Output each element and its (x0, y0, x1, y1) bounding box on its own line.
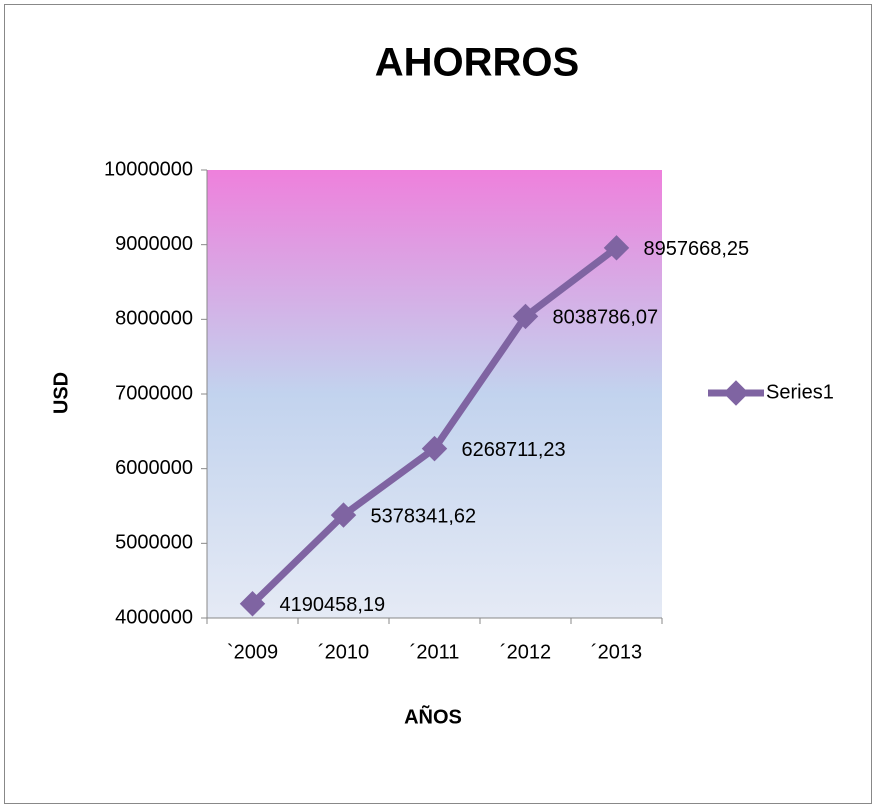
x-axis-title: AÑOS (404, 705, 462, 728)
data-point (239, 591, 266, 617)
x-tick-label: ´2011 (410, 641, 460, 663)
y-tick-label: 4000000 (115, 606, 193, 628)
data-point (512, 303, 539, 330)
data-label: 8038786,07 (553, 307, 659, 329)
data-point (421, 435, 448, 462)
y-tick-label: 5000000 (115, 532, 193, 554)
data-label: 8957668,25 (644, 238, 750, 260)
y-axis-title: USD (50, 372, 72, 414)
plot-area (207, 170, 662, 618)
x-tick-label: ´2013 (591, 641, 642, 663)
legend-marker (723, 380, 749, 406)
y-tick-label: 7000000 (115, 382, 193, 404)
y-tick-label: 8000000 (115, 308, 193, 330)
legend-label: Series1 (766, 381, 834, 403)
chart-title: AHORROS (375, 41, 579, 85)
y-tick-label: 9000000 (115, 233, 193, 255)
data-label: 6268711,23 (462, 439, 566, 461)
x-tick-label: `2009 (227, 641, 278, 663)
y-tick-label: 6000000 (115, 457, 193, 479)
data-point (603, 235, 630, 261)
data-label: 4190458,19 (280, 594, 386, 616)
y-tick-label: 10000000 (104, 158, 193, 180)
data-label: 5378341,62 (371, 505, 477, 527)
x-tick-label: ´2010 (318, 641, 369, 663)
x-tick-label: ´2012 (500, 641, 551, 663)
